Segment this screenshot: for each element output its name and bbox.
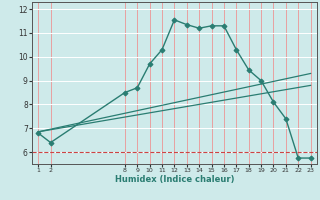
X-axis label: Humidex (Indice chaleur): Humidex (Indice chaleur): [115, 175, 234, 184]
